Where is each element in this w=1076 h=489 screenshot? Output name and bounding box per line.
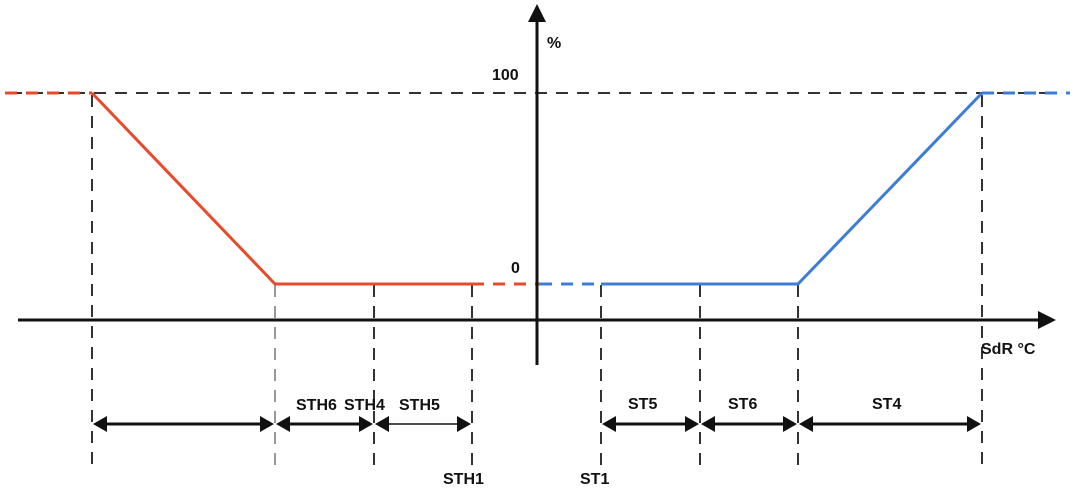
band-sth6-label: STH6 — [296, 397, 337, 414]
y-axis-unit: % — [547, 35, 561, 52]
level-100-label: 100 — [492, 67, 519, 84]
range-arrow-sth6 — [276, 416, 373, 432]
range-arrow-st6 — [701, 416, 797, 432]
range-arrow-left-slope — [93, 416, 274, 432]
band-st5-label: ST5 — [628, 396, 657, 413]
heating-curve — [90, 91, 472, 286]
band-sth4-label: STH4 — [344, 397, 385, 414]
cooling-curve — [601, 91, 984, 286]
threshold-sth1-label: STH1 — [443, 471, 484, 488]
band-sth5-label: STH5 — [399, 397, 440, 414]
x-axis-label: SdR °C — [981, 341, 1036, 358]
range-arrow-st5 — [602, 416, 699, 432]
threshold-st1-label: ST1 — [580, 471, 609, 488]
level-0-label: 0 — [511, 260, 520, 277]
range-arrow-st4 — [799, 416, 981, 432]
y-axis-arrowhead — [528, 4, 546, 22]
band-st6-label: ST6 — [728, 396, 757, 413]
range-arrow-sth5 — [375, 416, 471, 432]
x-axis-arrowhead — [1038, 311, 1056, 329]
band-st4-label: ST4 — [872, 396, 901, 413]
